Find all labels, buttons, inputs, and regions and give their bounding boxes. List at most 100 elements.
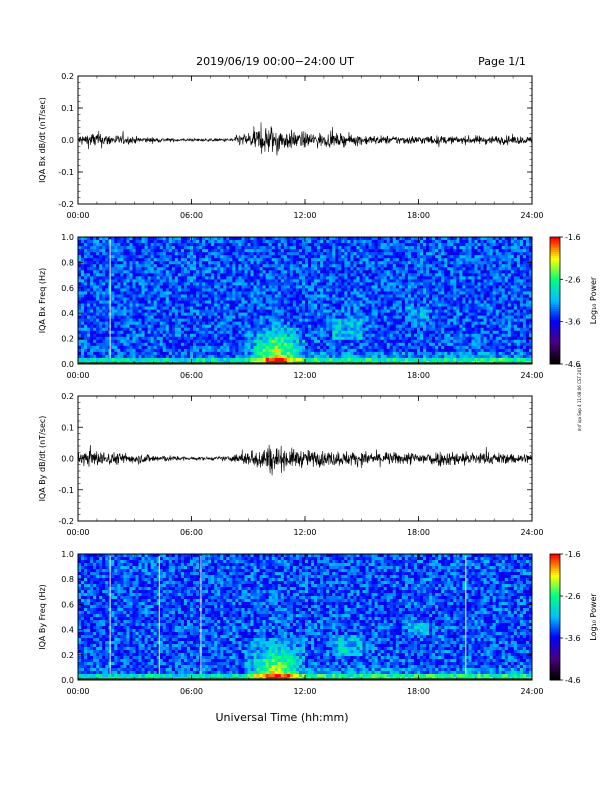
spectrogram-cell xyxy=(138,315,142,319)
spectrogram-cell xyxy=(208,282,212,286)
spectrogram-cell xyxy=(283,273,288,277)
spectrogram-cell xyxy=(410,246,415,250)
spectrogram-cell xyxy=(392,237,397,241)
spectrogram-cell xyxy=(311,240,315,244)
spectrogram-cell xyxy=(102,303,106,307)
spectrogram-cell xyxy=(274,336,279,341)
spectrogram-cell xyxy=(407,303,412,307)
spectrogram-cell xyxy=(314,324,318,329)
spectrogram-cell xyxy=(371,246,375,250)
spectrogram-cell xyxy=(78,312,82,316)
spectrogram-cell xyxy=(404,297,409,301)
spectrogram-cell xyxy=(365,330,369,335)
spectrogram-cell xyxy=(265,264,269,268)
spectrogram-cell xyxy=(389,297,394,301)
spectrogram-cell xyxy=(220,282,224,286)
spectrogram-cell xyxy=(199,288,203,292)
spectrogram-cell xyxy=(244,261,248,265)
spectrogram-cell xyxy=(135,321,139,325)
spectrogram-cell xyxy=(220,351,224,356)
spectrogram-cell xyxy=(111,285,115,289)
spectrogram-cell xyxy=(162,300,167,304)
spectrogram-cell xyxy=(250,318,254,322)
spectrogram-cell xyxy=(305,240,309,244)
spectrogram-cell xyxy=(147,336,151,341)
spectrogram-cell xyxy=(135,336,139,341)
spectrogram-cell xyxy=(126,339,130,344)
spectrogram-cell xyxy=(177,336,182,341)
spectrogram-cell xyxy=(289,276,294,280)
spectrogram-cell xyxy=(208,237,212,241)
spectrogram-cell xyxy=(262,264,266,268)
spectrogram-cell xyxy=(217,252,221,256)
spectrogram-cell xyxy=(111,321,115,325)
spectrogram-cell xyxy=(156,351,161,356)
spectrogram-cell xyxy=(87,315,91,319)
spectrogram-cell xyxy=(344,309,348,313)
spectrogram-cell xyxy=(247,288,251,292)
spectrogram-cell xyxy=(114,357,118,362)
spectrogram-cell xyxy=(341,291,345,295)
spectrogram-cell xyxy=(235,267,239,271)
spectrogram-cell xyxy=(253,237,257,241)
spectrogram-cell xyxy=(395,309,400,313)
spectrogram-cell xyxy=(268,249,273,253)
spectrogram-cell xyxy=(99,249,103,253)
spectrogram-cell xyxy=(359,327,363,332)
spectrogram-cell xyxy=(226,336,230,341)
spectrogram-cell xyxy=(292,333,297,338)
spectrogram-cell xyxy=(208,306,212,310)
spectrogram-cell xyxy=(84,273,88,277)
spectrogram-cell xyxy=(226,315,230,319)
spectrogram-cell xyxy=(329,297,333,301)
spectrogram-cell xyxy=(274,330,279,335)
spectrogram-cell xyxy=(147,351,151,356)
spectrogram-cell xyxy=(320,252,324,256)
spectrogram-cell xyxy=(183,324,188,329)
spectrogram-cell xyxy=(268,294,273,298)
spectrogram-cell xyxy=(426,312,430,316)
spectrogram-cell xyxy=(183,348,188,353)
spectrogram-cell xyxy=(78,258,82,262)
spectrogram-cell xyxy=(283,252,288,256)
spectrogram-cell xyxy=(413,282,418,286)
spectrogram-cell xyxy=(171,288,176,292)
spectrogram-cell xyxy=(229,312,233,316)
spectrogram-cell xyxy=(280,288,285,292)
spectrogram-cell xyxy=(250,345,254,350)
spectrogram-cell xyxy=(389,354,394,359)
spectrogram-cell xyxy=(193,318,197,322)
spectrogram-cell xyxy=(90,237,94,241)
spectrogram-cell xyxy=(283,279,288,283)
spectrogram-cell xyxy=(338,306,342,310)
spectrogram-cell xyxy=(362,252,366,256)
spectrogram-cell xyxy=(311,336,315,341)
spectrogram-cell xyxy=(271,261,276,265)
spectrogram-cell xyxy=(126,333,130,338)
spectrogram-cell xyxy=(208,297,212,301)
spectrogram-cell xyxy=(262,279,266,283)
spectrogram-cell xyxy=(295,348,300,353)
spectrogram-cell xyxy=(259,273,263,277)
spectrogram-cell xyxy=(87,351,91,356)
spectrogram-cell xyxy=(353,348,357,353)
spectrogram-cell xyxy=(202,324,206,329)
spectrogram-cell xyxy=(220,252,224,256)
spectrogram-cell xyxy=(156,240,161,244)
spectrogram-cell xyxy=(401,351,406,356)
spectrogram-cell xyxy=(84,270,88,274)
spectrogram-cell xyxy=(392,261,397,265)
spectrogram-cell xyxy=(99,273,103,277)
spectrogram-cell xyxy=(407,279,412,283)
spectrogram-cell xyxy=(241,321,245,325)
spectrogram-cell xyxy=(268,252,273,256)
spectrogram-cell xyxy=(308,276,312,280)
spectrogram-cell xyxy=(102,279,106,283)
spectrogram-cell xyxy=(426,297,430,301)
spectrogram-cell xyxy=(259,339,263,344)
spectrogram-cell xyxy=(311,327,315,332)
spectrogram-cell xyxy=(398,330,403,335)
spectrogram-cell xyxy=(214,261,218,265)
spectrogram-cell xyxy=(211,324,215,329)
spectrogram-cell xyxy=(132,246,136,250)
